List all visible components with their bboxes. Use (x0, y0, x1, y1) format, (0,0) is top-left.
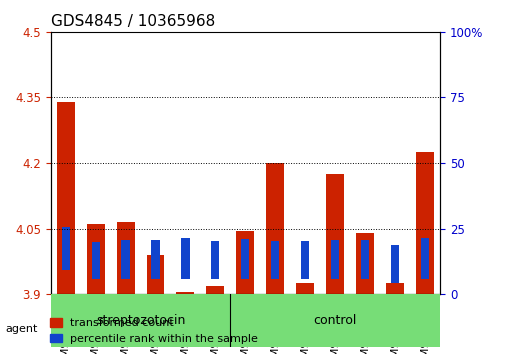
Text: streptozotocin: streptozotocin (95, 314, 185, 327)
Bar (300, 241, 309, 279)
Text: GDS4845 / 10365968: GDS4845 / 10365968 (50, 14, 215, 29)
Bar (236, 231, 254, 295)
Bar (385, 284, 403, 295)
Bar (331, 240, 339, 279)
Bar (62, 228, 70, 270)
Bar (151, 240, 159, 279)
Bar (241, 239, 249, 279)
Bar (206, 286, 224, 295)
Bar (296, 284, 314, 295)
Bar (91, 242, 99, 279)
Bar (420, 238, 428, 279)
Bar (181, 238, 189, 279)
Legend: transformed count, percentile rank within the sample: transformed count, percentile rank withi… (46, 314, 262, 348)
Bar (356, 233, 374, 295)
Bar (116, 222, 134, 295)
FancyBboxPatch shape (50, 295, 230, 347)
Bar (211, 241, 219, 279)
Bar (266, 163, 284, 295)
Bar (121, 240, 129, 279)
Bar (361, 240, 369, 279)
Bar (86, 224, 105, 295)
Text: control: control (313, 314, 357, 327)
Bar (326, 174, 343, 295)
Bar (271, 241, 279, 279)
FancyBboxPatch shape (230, 295, 439, 347)
Bar (176, 292, 194, 295)
Text: agent: agent (5, 324, 37, 334)
Bar (416, 152, 433, 295)
Bar (57, 102, 74, 295)
Bar (146, 255, 164, 295)
Bar (390, 245, 398, 284)
